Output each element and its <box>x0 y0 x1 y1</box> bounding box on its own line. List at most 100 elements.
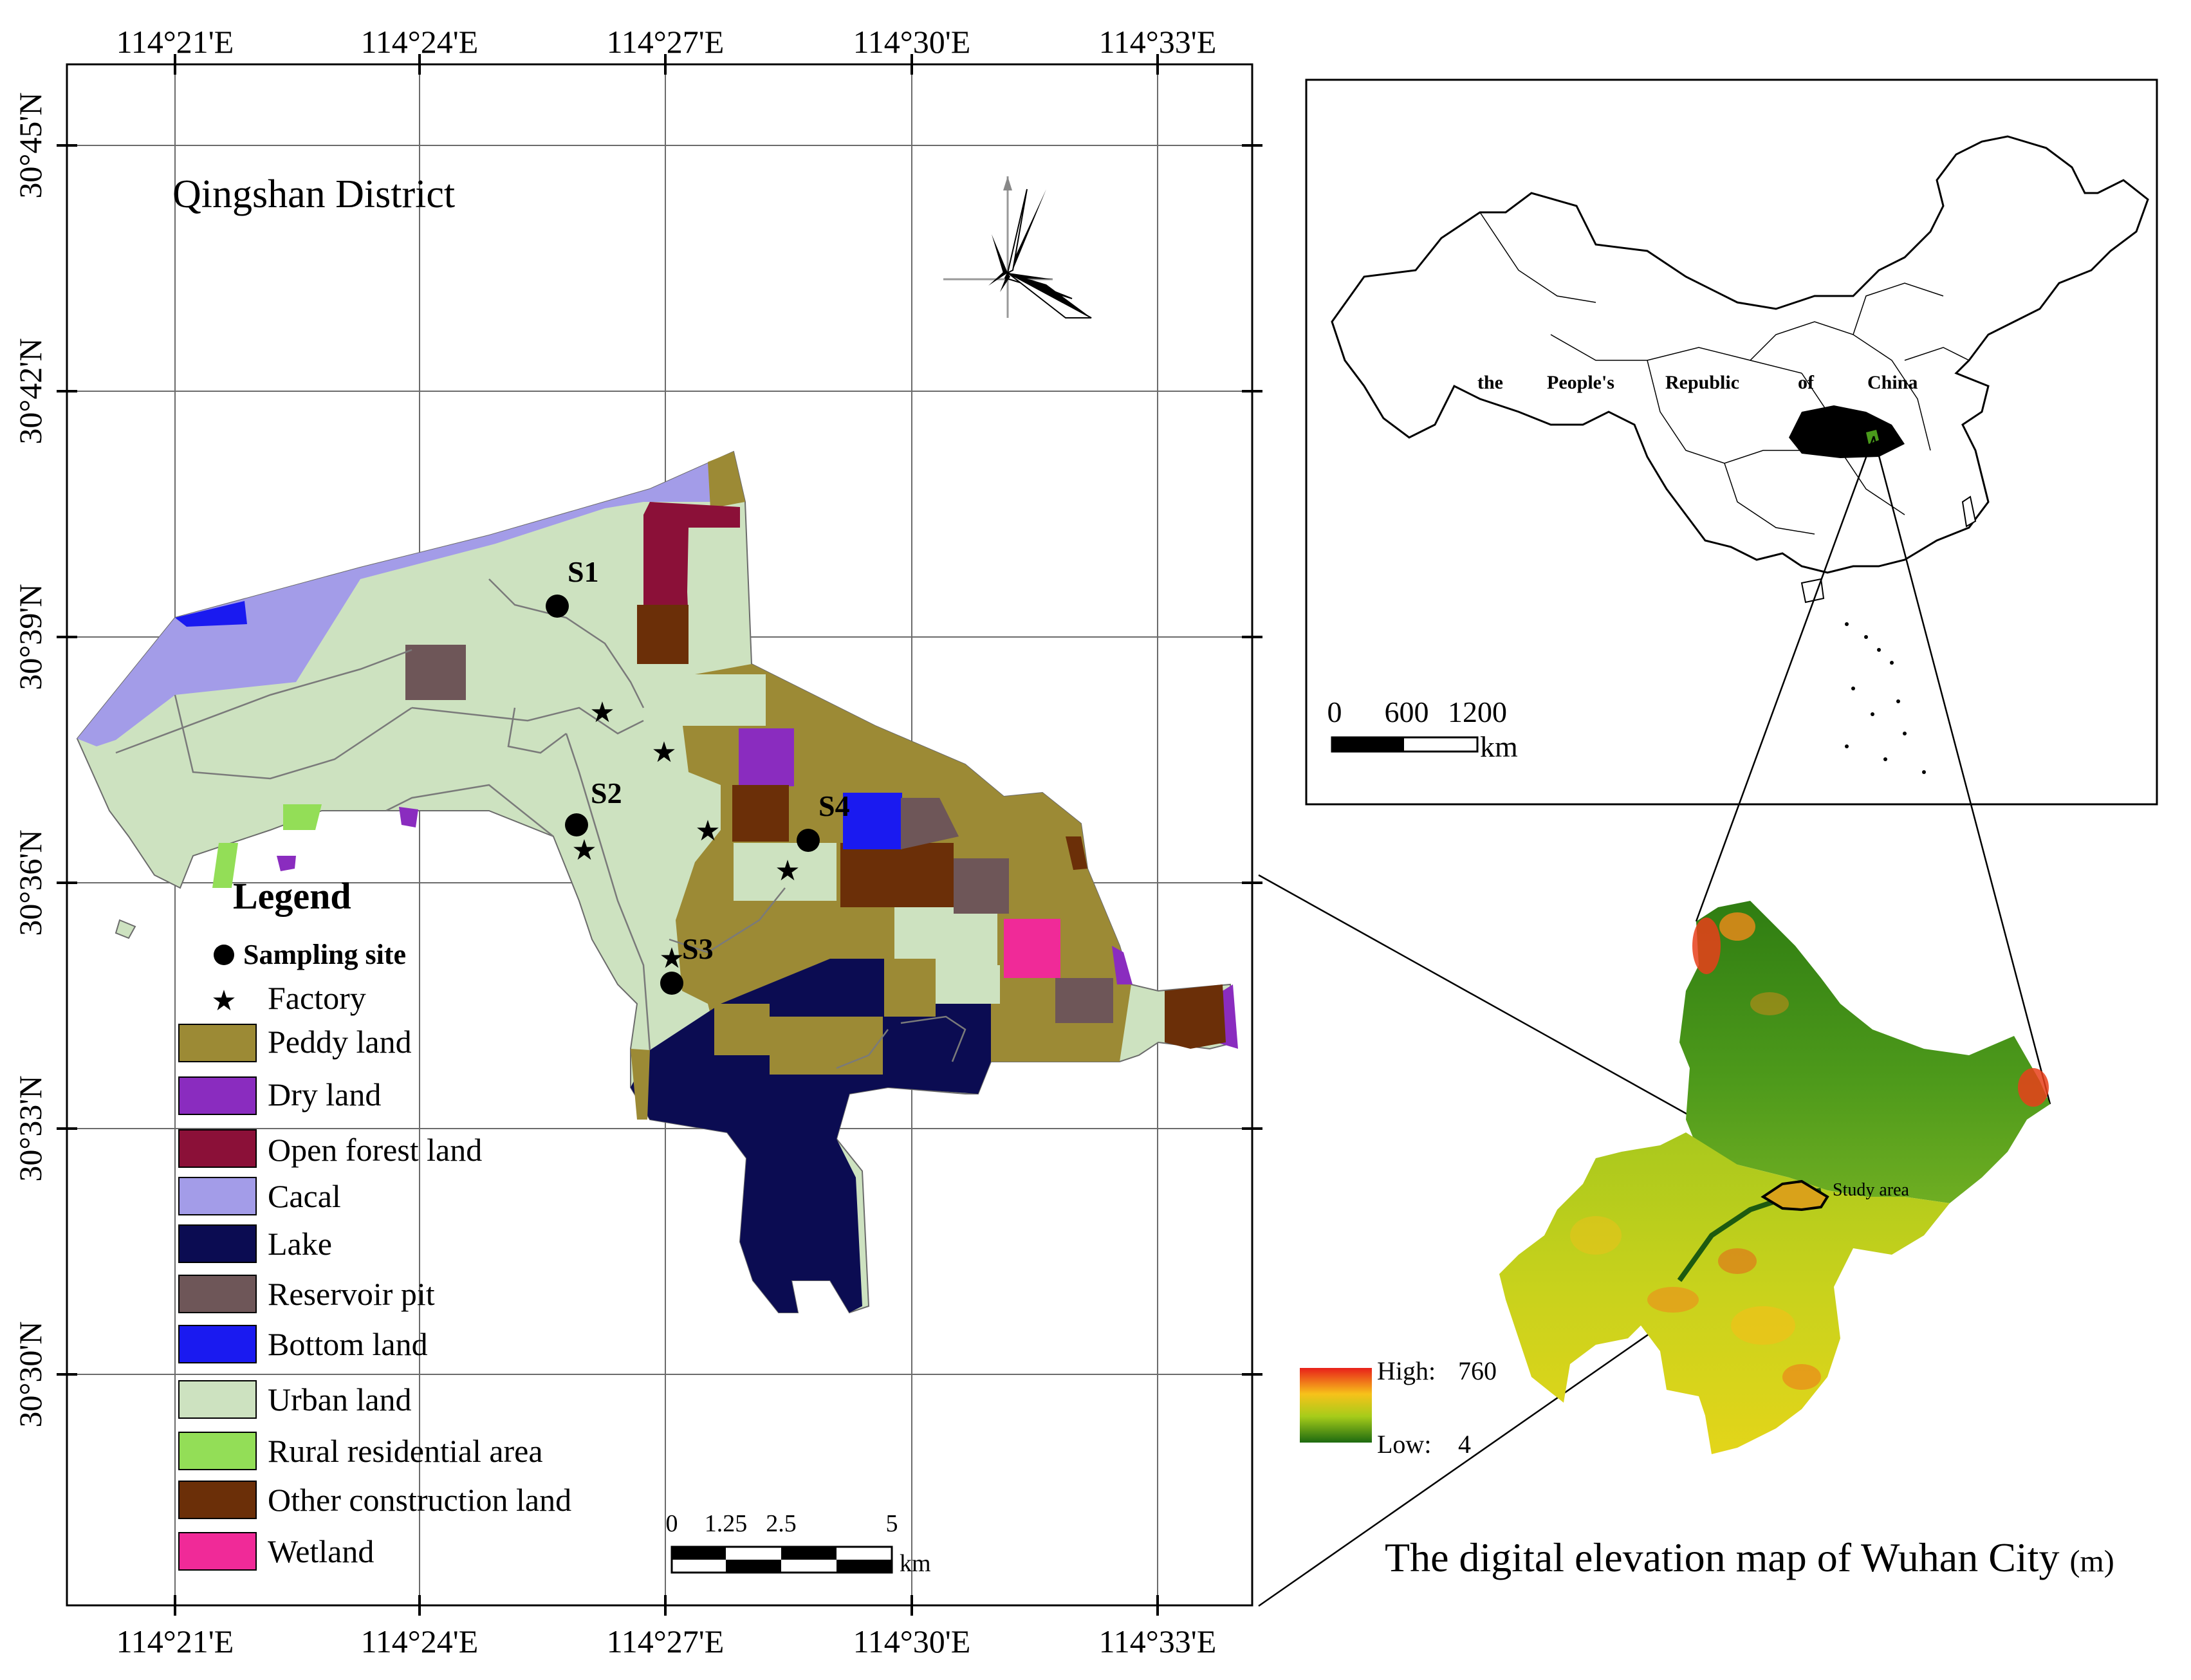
legend-swatch <box>178 1076 257 1115</box>
site-label-s4: S4 <box>818 789 850 822</box>
study-area-label: Study area <box>1833 1180 1910 1200</box>
main-scale-bar: 0 1.25 2.5 5 km <box>666 1510 931 1577</box>
china-label-word-4: of <box>1798 372 1815 393</box>
legend-label: Other construction land <box>268 1482 571 1518</box>
graticule-ticks <box>57 54 1262 1616</box>
legend-label: Lake <box>268 1226 332 1262</box>
site-label-s3: S3 <box>682 932 714 965</box>
dry-land-block <box>739 728 794 786</box>
lon-label-bottom-3: 114°27'E <box>607 1623 725 1659</box>
sampling-site-s3 <box>660 972 683 995</box>
dem-caption-unit: (m) <box>2069 1544 2114 1578</box>
lat-label-4: 30°36'N <box>12 829 48 936</box>
dem-legend-ramp <box>1300 1368 1372 1443</box>
cacal-area <box>77 452 734 746</box>
legend-swatch <box>178 1380 257 1419</box>
sampling-site-icon <box>214 945 234 965</box>
scale-tick-0: 0 <box>666 1510 678 1537</box>
legend-label: Peddy land <box>268 1024 412 1060</box>
lon-label-top-1: 114°21'E <box>116 24 234 60</box>
legend-class-6: Reservoir pit <box>178 1275 435 1313</box>
study-area-outline <box>1761 1179 1829 1212</box>
legend-label: Rural residential area <box>268 1433 543 1469</box>
inset-scale-tick-0: 0 <box>1327 696 1342 728</box>
peddy-nw-corner <box>708 452 745 508</box>
legend-class-10: Other construction land <box>178 1481 571 1519</box>
legend-class-4: Cacal <box>178 1177 341 1215</box>
sampling-sites: S1 S2 S3 S4 <box>546 555 850 995</box>
legend-label: Reservoir pit <box>268 1276 435 1312</box>
legend-class-5: Lake <box>178 1224 332 1263</box>
lon-label-top-4: 114°30'E <box>853 24 971 60</box>
dem-legend: High: 760 Low: 4 <box>1300 1356 1497 1459</box>
other-construction-se <box>1165 984 1226 1049</box>
dem-low-label: Low: <box>1377 1430 1431 1459</box>
legend-swatch <box>178 1024 257 1062</box>
legend-sampling-label: Sampling site <box>243 939 406 970</box>
legend-title: Legend <box>233 875 351 917</box>
peddy-lake-1 <box>714 1004 770 1055</box>
peddy-lake-2 <box>770 1017 883 1075</box>
lat-label-3: 30°39'N <box>12 584 48 690</box>
site-label-s1: S1 <box>568 555 599 588</box>
legend-swatch <box>178 1275 257 1313</box>
legend-label: Wetland <box>268 1533 374 1569</box>
legend-factory-label: Factory <box>268 980 366 1016</box>
scale-tick-3: 5 <box>886 1510 898 1537</box>
legend-swatch <box>178 1224 257 1263</box>
other-construction-2 <box>840 843 954 907</box>
china-label-word-3: Republic <box>1665 372 1739 393</box>
other-construction-n <box>637 605 689 664</box>
dry-land-small-sw <box>277 856 296 871</box>
legend-class-7: Bottom land <box>178 1325 428 1363</box>
dem-high-value: 760 <box>1458 1356 1497 1385</box>
reservoir-pit-e1 <box>901 798 959 849</box>
legend-swatch <box>178 1532 257 1571</box>
legend-label: Urban land <box>268 1381 412 1417</box>
other-construction-e <box>1066 836 1087 870</box>
factory-star-icon: ★ <box>775 855 800 887</box>
factory-star-icon: ★ <box>695 815 720 847</box>
legend-swatch <box>178 1129 257 1168</box>
lon-label-bottom-1: 114°21'E <box>116 1623 234 1659</box>
reservoir-pit-e3 <box>1055 978 1113 1023</box>
legend-class-9: Rural residential area <box>178 1432 543 1470</box>
china-label-word-5: China <box>1867 372 1918 393</box>
dry-land-small-w <box>399 807 418 827</box>
urban-patch-1 <box>676 674 766 726</box>
lat-label-2: 30°42'N <box>12 338 48 444</box>
peddy-lake-west <box>631 1049 650 1120</box>
legend-label: Dry land <box>268 1076 381 1112</box>
legend-label: Open forest land <box>268 1132 482 1168</box>
sampling-site-s4 <box>797 829 820 852</box>
china-inset: the People's Republic of China 0 600 120… <box>1305 78 2158 806</box>
inset-scale-tick-2: 1200 <box>1448 696 1507 728</box>
lat-label-1: 30°45'N <box>12 92 48 198</box>
wetland-block <box>1004 919 1060 978</box>
dem-caption: The digital elevation map of Wuhan City … <box>1385 1535 2114 1580</box>
legend-class-3: Open forest land <box>178 1129 482 1168</box>
reservoir-pit-e2 <box>954 858 1009 914</box>
south-sea-islands <box>1845 622 1926 774</box>
rural-residential-1 <box>283 804 322 830</box>
subdistrict-boundaries <box>115 578 966 1069</box>
taiwan-island <box>1961 495 1977 528</box>
reservoir-pit-nw <box>405 645 466 700</box>
legend-class-8: Urban land <box>178 1380 412 1419</box>
factory-star-icon: ★ <box>589 697 615 728</box>
legend-swatch <box>178 1177 257 1215</box>
factory-star-icon: ★ <box>571 835 596 866</box>
wuhan-south-region <box>1499 1132 1950 1454</box>
legend-swatch <box>178 1325 257 1363</box>
sampling-site-s2 <box>565 813 588 836</box>
wuhan-north-region <box>1679 901 2050 1203</box>
dem-caption-text: The digital elevation map of Wuhan City <box>1385 1535 2059 1580</box>
legend-label: Cacal <box>268 1178 341 1214</box>
inset-scale-tick-1: 600 <box>1385 696 1429 728</box>
lon-label-top-3: 114°27'E <box>607 24 725 60</box>
dem-highlands <box>1570 912 2049 1390</box>
legend: Legend Sampling site ★ Factory Peddy lan… <box>178 875 571 1571</box>
north-arrow-icon <box>943 176 1092 318</box>
urban-lake-1 <box>936 965 1000 1004</box>
legend-class-1: Peddy land <box>178 1024 412 1062</box>
